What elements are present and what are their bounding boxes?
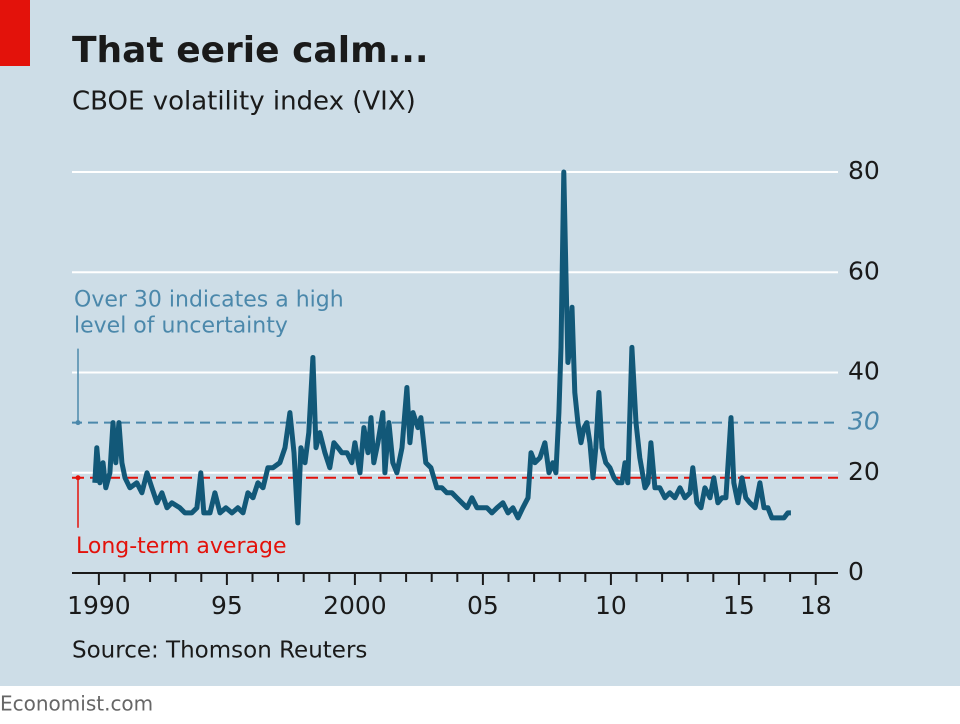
y-tick-label: 0 bbox=[848, 557, 864, 586]
x-tick-label: 95 bbox=[211, 591, 243, 620]
x-tick-label: 05 bbox=[467, 591, 499, 620]
y-tick-label: 80 bbox=[848, 156, 880, 185]
footer: Economist.com bbox=[0, 692, 153, 716]
annotation: Long-term average bbox=[76, 534, 286, 559]
source: Source: Thomson Reuters bbox=[72, 638, 367, 664]
annotation: level of uncertainty bbox=[74, 314, 288, 339]
annotation: Over 30 indicates a high bbox=[74, 288, 344, 313]
x-tick-label: 18 bbox=[800, 591, 832, 620]
x-tick-label: 15 bbox=[723, 591, 755, 620]
reference-value-label: 30 bbox=[848, 407, 880, 436]
background bbox=[0, 0, 960, 686]
y-tick-label: 60 bbox=[848, 256, 880, 285]
x-tick-label: 2000 bbox=[323, 591, 387, 620]
chart-subtitle: CBOE volatility index (VIX) bbox=[72, 87, 416, 117]
plot: 0 20 40 60 80 1990 95 2000 05 10 15 18 30 Over 30 ind… bbox=[67, 156, 880, 620]
series-line bbox=[92, 169, 791, 526]
x-tick-label: 1990 bbox=[67, 591, 131, 620]
y-tick-label: 40 bbox=[848, 357, 880, 386]
chart-title: That eerie calm... bbox=[72, 30, 429, 71]
red-tag bbox=[0, 0, 30, 66]
x-tick-label: 10 bbox=[595, 591, 627, 620]
y-tick-label: 20 bbox=[848, 457, 880, 486]
